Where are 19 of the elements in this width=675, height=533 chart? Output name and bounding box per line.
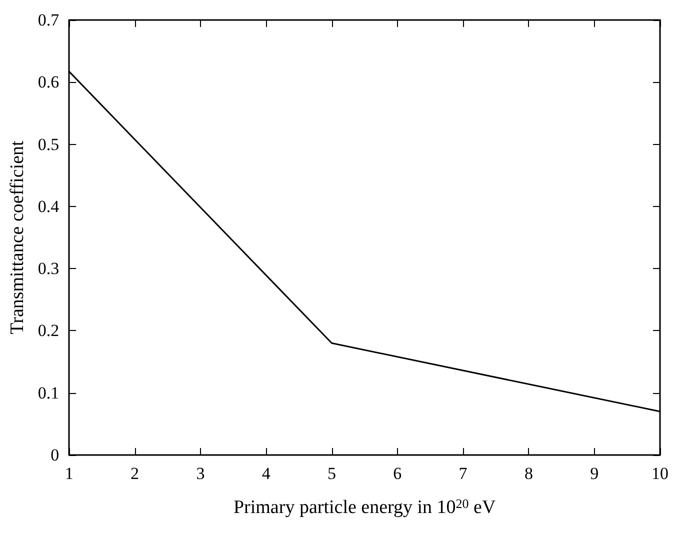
x-tick-label: 7 (458, 464, 468, 483)
y-tick-label: 0.7 (38, 10, 60, 30)
y-tick-label: 0.1 (38, 383, 60, 402)
y-tick-label: 0.6 (38, 72, 60, 92)
x-tick-label: 8 (524, 464, 533, 483)
x-tick-label: 1 (64, 464, 74, 483)
x-tick-label: 10 (652, 464, 668, 483)
y-axis-title: Transmittance coefficient (7, 140, 28, 334)
y-tick-label: 0.4 (38, 196, 60, 216)
x-tick-label: 2 (130, 464, 140, 483)
y-tick-label: 0.2 (38, 321, 60, 340)
x-tick-label: 5 (328, 464, 336, 483)
x-tick-label: 9 (590, 464, 599, 483)
y-tick-label: 0.3 (38, 259, 60, 278)
y-tick-label: 0.5 (38, 134, 60, 154)
x-tick-label: 6 (393, 464, 402, 483)
y-tick-label: 0 (50, 446, 60, 464)
x-tick-label: 3 (196, 464, 205, 483)
x-tick-label: 4 (262, 464, 271, 483)
